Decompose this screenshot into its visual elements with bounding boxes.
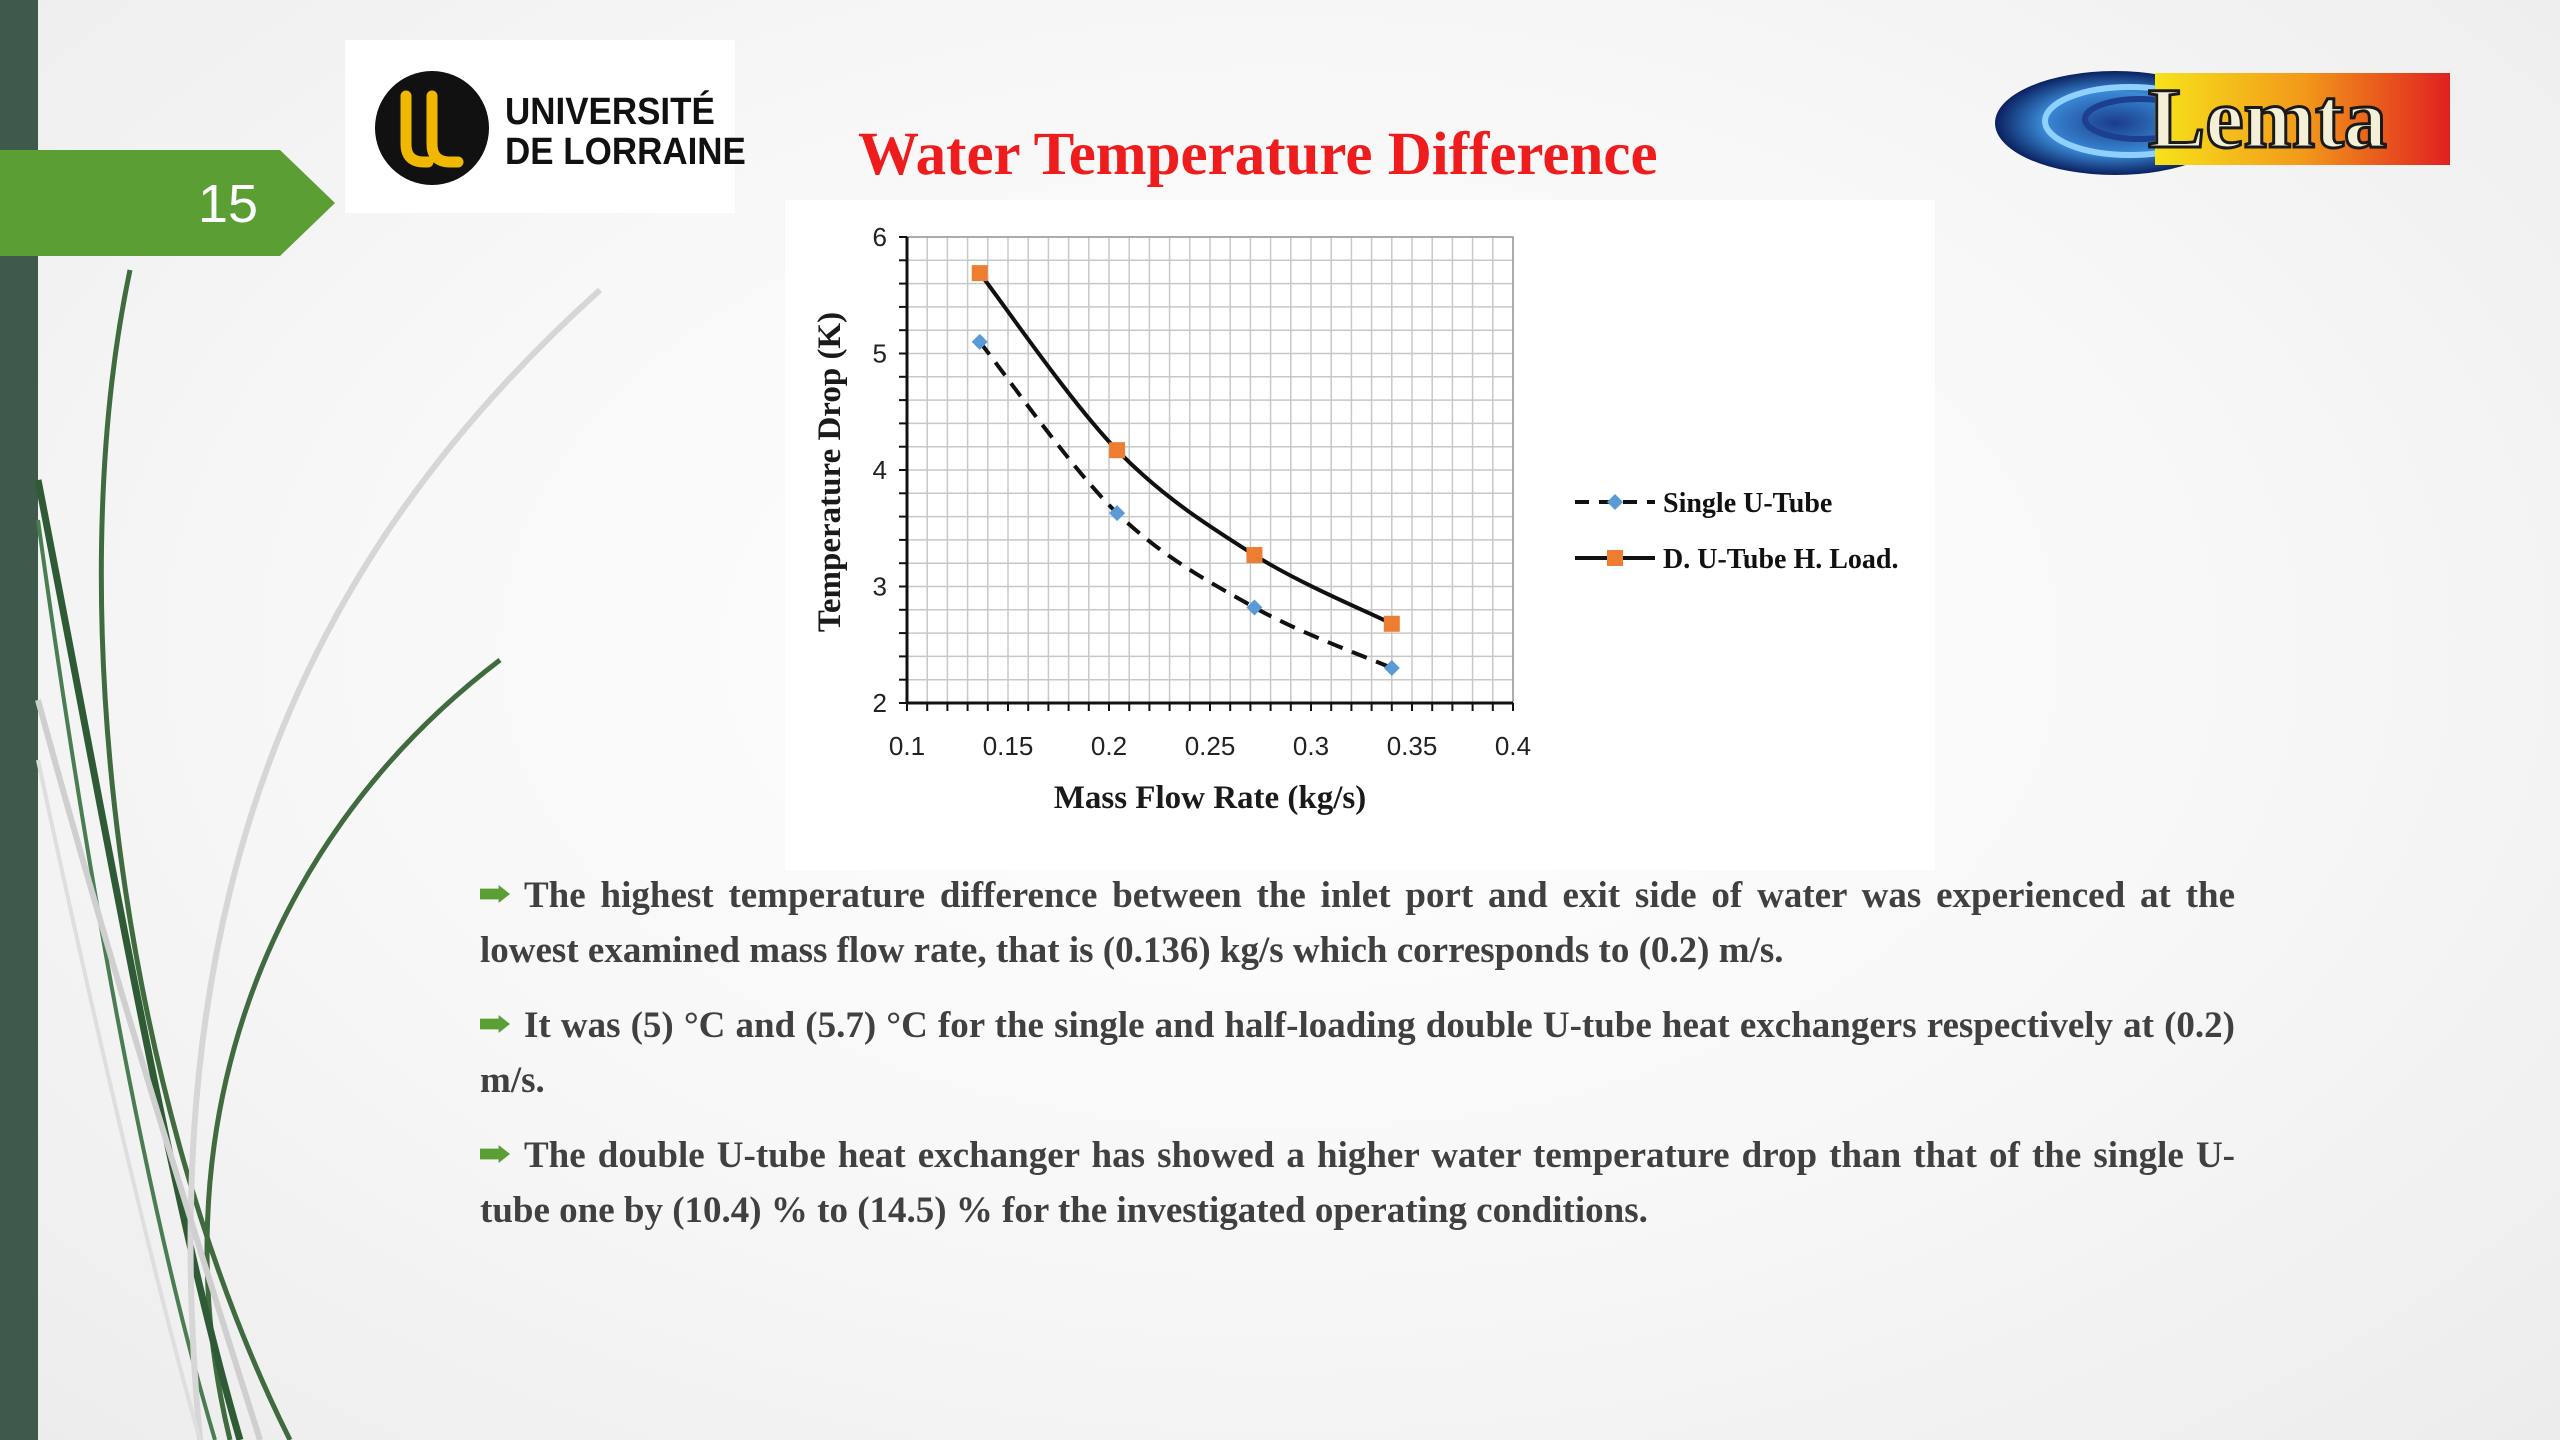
bullet-text: It was (5) °C and (5.7) °C for the singl… xyxy=(480,1005,2235,1101)
x-tick-label: 0.4 xyxy=(1495,731,1531,761)
chart-legend: Single U-Tube D. U-Tube H. Load. xyxy=(1575,488,1898,575)
data-point-single-u-tube xyxy=(1109,505,1126,522)
y-tick-label: 4 xyxy=(873,455,887,485)
slide-number-tab xyxy=(0,150,335,256)
lemta-logo: Lemta xyxy=(1995,69,2450,175)
data-point-single-u-tube xyxy=(971,333,988,350)
bullet-item: The highest temperature difference betwe… xyxy=(480,868,2235,978)
data-point-single-u-tube xyxy=(1383,660,1400,677)
decorative-swoosh xyxy=(34,269,603,1440)
x-tick-label: 0.3 xyxy=(1293,731,1329,761)
y-tick-label: 2 xyxy=(873,688,887,718)
data-point-double-u-tube xyxy=(1383,615,1400,632)
x-tick-label: 0.25 xyxy=(1185,731,1236,761)
bullet-list: The highest temperature difference betwe… xyxy=(480,868,2235,1258)
data-point-double-u-tube xyxy=(971,265,988,282)
chart-tick-labels: 0.1 0.15 0.2 0.25 0.3 0.35 0.4 2 3 4 5 6 xyxy=(873,222,1532,761)
chart: 0.1 0.15 0.2 0.25 0.3 0.35 0.4 2 3 4 5 6 Mass Flow … xyxy=(812,222,1898,816)
x-axis-label: Mass Flow Rate (kg/s) xyxy=(1054,780,1367,816)
x-tick-label: 0.2 xyxy=(1091,731,1127,761)
legend-marker-single-u-tube xyxy=(1607,494,1623,510)
bullet-item: It was (5) °C and (5.7) °C for the singl… xyxy=(480,998,2235,1108)
y-tick-label: 3 xyxy=(873,572,887,602)
legend-label-single-u-tube: Single U-Tube xyxy=(1663,488,1832,519)
x-tick-label: 0.15 xyxy=(983,731,1034,761)
series-line-single-u-tube xyxy=(978,340,1393,670)
chart-grid xyxy=(906,236,1514,704)
university-logo-line2: DE LORRAINE xyxy=(505,131,746,173)
chart-series xyxy=(971,265,1400,677)
bullet-item: The double U-tube heat exchanger has sho… xyxy=(480,1128,2235,1238)
university-logo-mark xyxy=(375,71,489,185)
arrow-bullet-icon xyxy=(480,885,510,903)
series-line-double-u-tube xyxy=(978,271,1393,626)
page-title: Water Temperature Difference xyxy=(858,121,1658,188)
bullet-text: The double U-tube heat exchanger has sho… xyxy=(480,1135,2235,1231)
bullet-text: The highest temperature difference betwe… xyxy=(480,875,2235,971)
lemta-logo-text: Lemta xyxy=(2148,70,2387,166)
data-point-double-u-tube xyxy=(1109,442,1126,459)
x-tick-label: 0.1 xyxy=(889,731,925,761)
arrow-bullet-icon xyxy=(480,1145,510,1163)
arrow-bullet-icon xyxy=(480,1015,510,1033)
chart-axes xyxy=(899,236,1514,711)
university-logo-text: UNIVERSITÉ DE LORRAINE xyxy=(505,92,746,172)
slide-number: 15 xyxy=(198,174,259,234)
legend-marker-double-u-tube xyxy=(1607,550,1623,566)
y-axis-label: Temperature Drop (K) xyxy=(812,312,848,632)
data-point-single-u-tube xyxy=(1246,599,1263,616)
chart-panel xyxy=(785,200,1935,870)
y-tick-label: 5 xyxy=(873,339,887,369)
legend-label-double-u-tube: D. U-Tube H. Load. xyxy=(1663,544,1898,575)
x-tick-label: 0.35 xyxy=(1387,731,1438,761)
university-logo-line1: UNIVERSITÉ xyxy=(505,91,715,133)
y-tick-label: 6 xyxy=(873,222,887,252)
data-point-double-u-tube xyxy=(1246,547,1263,564)
